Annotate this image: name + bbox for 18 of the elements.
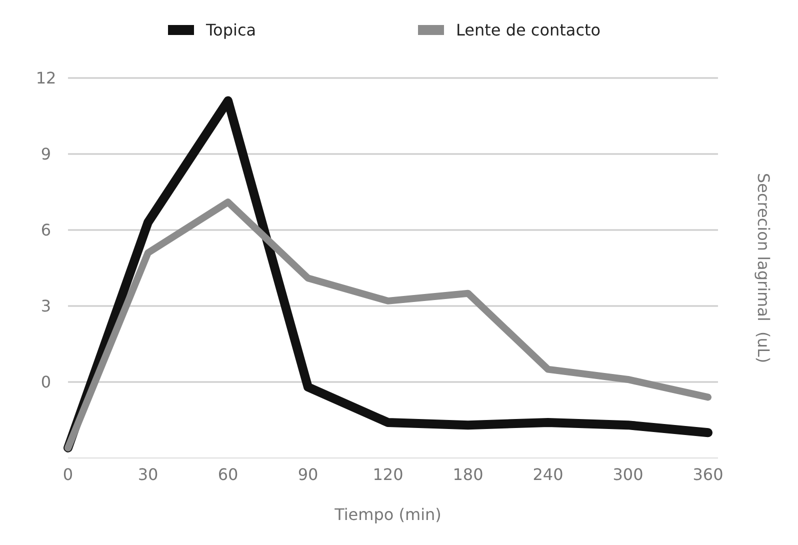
y-tick-label: 3: [40, 296, 52, 316]
y-tick-label: 9: [40, 144, 52, 164]
x-tick-label: 60: [218, 465, 238, 484]
legend-label: Lente de contacto: [456, 20, 601, 40]
x-tick-label: 120: [372, 465, 404, 484]
x-tick-label: 180: [452, 465, 484, 484]
y-tick-label: 6: [40, 220, 52, 240]
y-axis-title: Secrecion lagrimal (uL): [754, 172, 773, 364]
x-tick-label: 240: [532, 465, 564, 484]
x-axis-title: Tiempo (min): [334, 505, 442, 524]
x-tick-label: 0: [62, 465, 74, 484]
y-tick-label: 0: [40, 372, 52, 392]
x-tick-label: 360: [692, 465, 724, 484]
x-tick-label: 300: [612, 465, 644, 484]
y-tick-label: 12: [36, 68, 56, 88]
legend-label: Topica: [205, 20, 256, 40]
x-tick-label: 30: [138, 465, 158, 484]
x-tick-label: 90: [298, 465, 318, 484]
